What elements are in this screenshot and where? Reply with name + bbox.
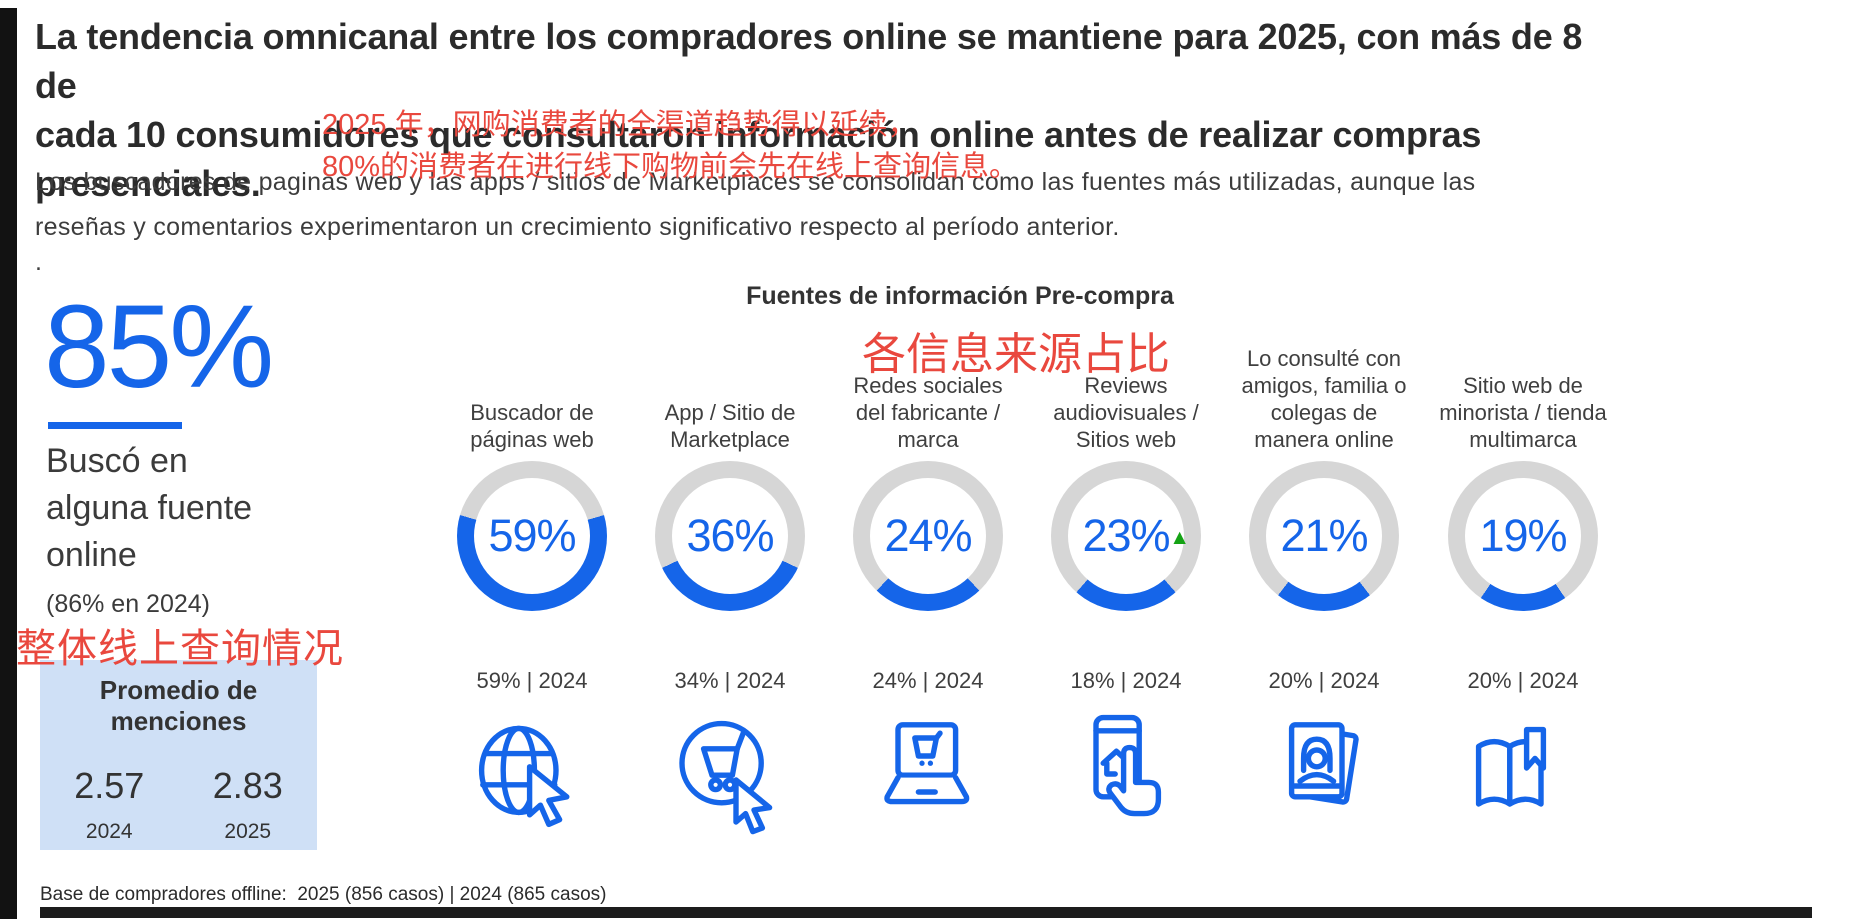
source-label-line: colegas de (1270, 400, 1378, 425)
source-label-line: multimarca (1469, 427, 1577, 452)
donut-ring: 19% (1448, 461, 1598, 611)
slide-title-line: presenciales. (35, 163, 261, 204)
bottom-bar (40, 907, 1812, 918)
avg-mentions-title: Promedio de menciones (99, 675, 258, 736)
source-label-line: Lo consulté con (1246, 346, 1402, 371)
donut-hole: 59% (474, 478, 590, 594)
source-label: Redes sociales del fabricante / marca (853, 340, 1002, 453)
cart-cursor-icon (664, 708, 796, 840)
avg-mentions-years: 2024 2025 (40, 820, 317, 844)
overall-stat-previous: (86% en 2024) (46, 590, 211, 618)
source-label-line: amigos, familia o (1241, 373, 1407, 398)
slide-title: La tendencia omnicanal entre los comprad… (35, 12, 1595, 208)
source-label: Buscador de páginas web (470, 340, 594, 453)
chinese-headline-line: 80%的消费者在进行线下购物前会先在线上查询信息。 (322, 151, 1019, 183)
source-label-line: páginas web (470, 427, 594, 452)
globe-cursor-icon (466, 708, 598, 840)
donut-value: 21% (1280, 510, 1368, 561)
delta-up-icon: ▲ (1169, 526, 1190, 550)
open-book-icon (1457, 708, 1589, 840)
donut-ring: 21% (1249, 461, 1399, 611)
donut-value: 23% (1082, 510, 1170, 561)
chinese-stat-annotation: 整体线上查询情况 (16, 627, 344, 671)
slide-title-line: La tendencia omnicanal entre los comprad… (35, 16, 1583, 106)
previous-year-value: 24% | 2024 (872, 668, 984, 693)
donut-hole: 23% ▲ (1068, 478, 1190, 594)
donut-value: 24% (884, 510, 972, 561)
donut-hole: 24% (870, 478, 986, 594)
left-edge-bar (0, 8, 17, 919)
source-label-line: Marketplace (670, 427, 790, 452)
slide-title-line: cada 10 consumidores que consultaron inf… (35, 114, 1482, 155)
source-column: Buscador de páginas web 59% 59% | 2024 (437, 340, 627, 840)
donut-hole: 19% (1465, 478, 1581, 594)
source-label-line: marca (897, 427, 959, 452)
overall-stat-value: 85% (44, 281, 274, 413)
previous-year-value: 59% | 2024 (476, 668, 588, 693)
source-label-line: audiovisuales / (1053, 400, 1199, 425)
source-column: Sitio web de minorista / tienda multimarca… (1428, 340, 1618, 840)
slide-subtitle-line: Los buscadores de paginas web y las apps… (35, 168, 1476, 196)
donut-ring: 59% (457, 461, 607, 611)
avg-mentions-year: 2025 (224, 820, 272, 843)
source-label-line: manera online (1254, 427, 1394, 452)
donut-ring: 36% (655, 461, 805, 611)
source-label-line: Redes sociales (853, 373, 1003, 398)
phone-tap-icon (1060, 708, 1192, 840)
chinese-chart-annotation: 各信息来源占比 (862, 330, 1170, 379)
avg-mentions-year: 2024 (85, 820, 133, 843)
overall-stat-label: Buscó en alguna fuente online (46, 442, 253, 574)
source-label-line: Buscador de (470, 400, 594, 425)
previous-year-value: 18% | 2024 (1070, 668, 1182, 693)
source-label-line: minorista / tienda (1439, 400, 1607, 425)
photo-contact-icon (1258, 708, 1390, 840)
stat-underline (48, 422, 182, 429)
previous-year-value: 20% | 2024 (1268, 668, 1380, 693)
source-label-line: App / Sitio de (664, 400, 796, 425)
source-label-line: Sitio web de (1463, 373, 1583, 398)
avg-mentions-values: 2.57 2.83 (40, 765, 317, 807)
source-label: App / Sitio de Marketplace (665, 340, 796, 453)
chart-title: Fuentes de información Pre-compra (746, 282, 1174, 310)
source-label: Lo consulté con amigos, familia o colegas … (1241, 340, 1406, 453)
source-label-line: del fabricante / (855, 400, 1001, 425)
donut-hole: 21% (1266, 478, 1382, 594)
source-label: Sitio web de minorista / tienda multimarca (1439, 340, 1607, 453)
previous-year-value: 20% | 2024 (1467, 668, 1579, 693)
donut-hole: 36% (672, 478, 788, 594)
stray-dot: . (35, 248, 42, 276)
donut-value: 59% (488, 510, 576, 561)
chinese-headline-line: 2025 年，网购消费者的全渠道趋势得以延续， (322, 109, 917, 141)
avg-mentions-box: Promedio de menciones 2.57 2.83 2024 2025 (40, 660, 317, 850)
source-column: Reviews audiovisuales / Sitios web 23% ▲ 18% … (1031, 340, 1221, 840)
source-column: Redes sociales del fabricante / marca 24% 24… (833, 340, 1023, 840)
laptop-cart-icon (862, 708, 994, 840)
source-label: Reviews audiovisuales / Sitios web (1053, 340, 1199, 453)
avg-mentions-value: 2.83 (212, 765, 283, 806)
avg-mentions-value: 2.57 (74, 765, 145, 806)
source-column: Lo consulté con amigos, familia o colegas … (1229, 340, 1419, 840)
source-label-line: Reviews (1084, 373, 1168, 398)
donut-ring: 23% ▲ (1051, 461, 1201, 611)
previous-year-value: 34% | 2024 (674, 668, 786, 693)
chinese-headline-annotation: 2025 年，网购消费者的全渠道趋势得以延续， 80%的消费者在进行线下购物前会先… (322, 104, 1018, 188)
slide-subtitle: Los buscadores de paginas web y las apps… (35, 160, 1850, 250)
donut-value: 19% (1479, 510, 1567, 561)
source-column: App / Sitio de Marketplace 36% 34% | 2024 (635, 340, 825, 840)
slide-subtitle-line: reseñas y comentarios experimentaron un … (35, 213, 1120, 241)
donut-value: 36% (686, 510, 774, 561)
source-label-line: Sitios web (1075, 427, 1177, 452)
donut-ring: 24% (853, 461, 1003, 611)
base-note: Base de compradores offline: 2025 (856 c… (40, 884, 607, 905)
